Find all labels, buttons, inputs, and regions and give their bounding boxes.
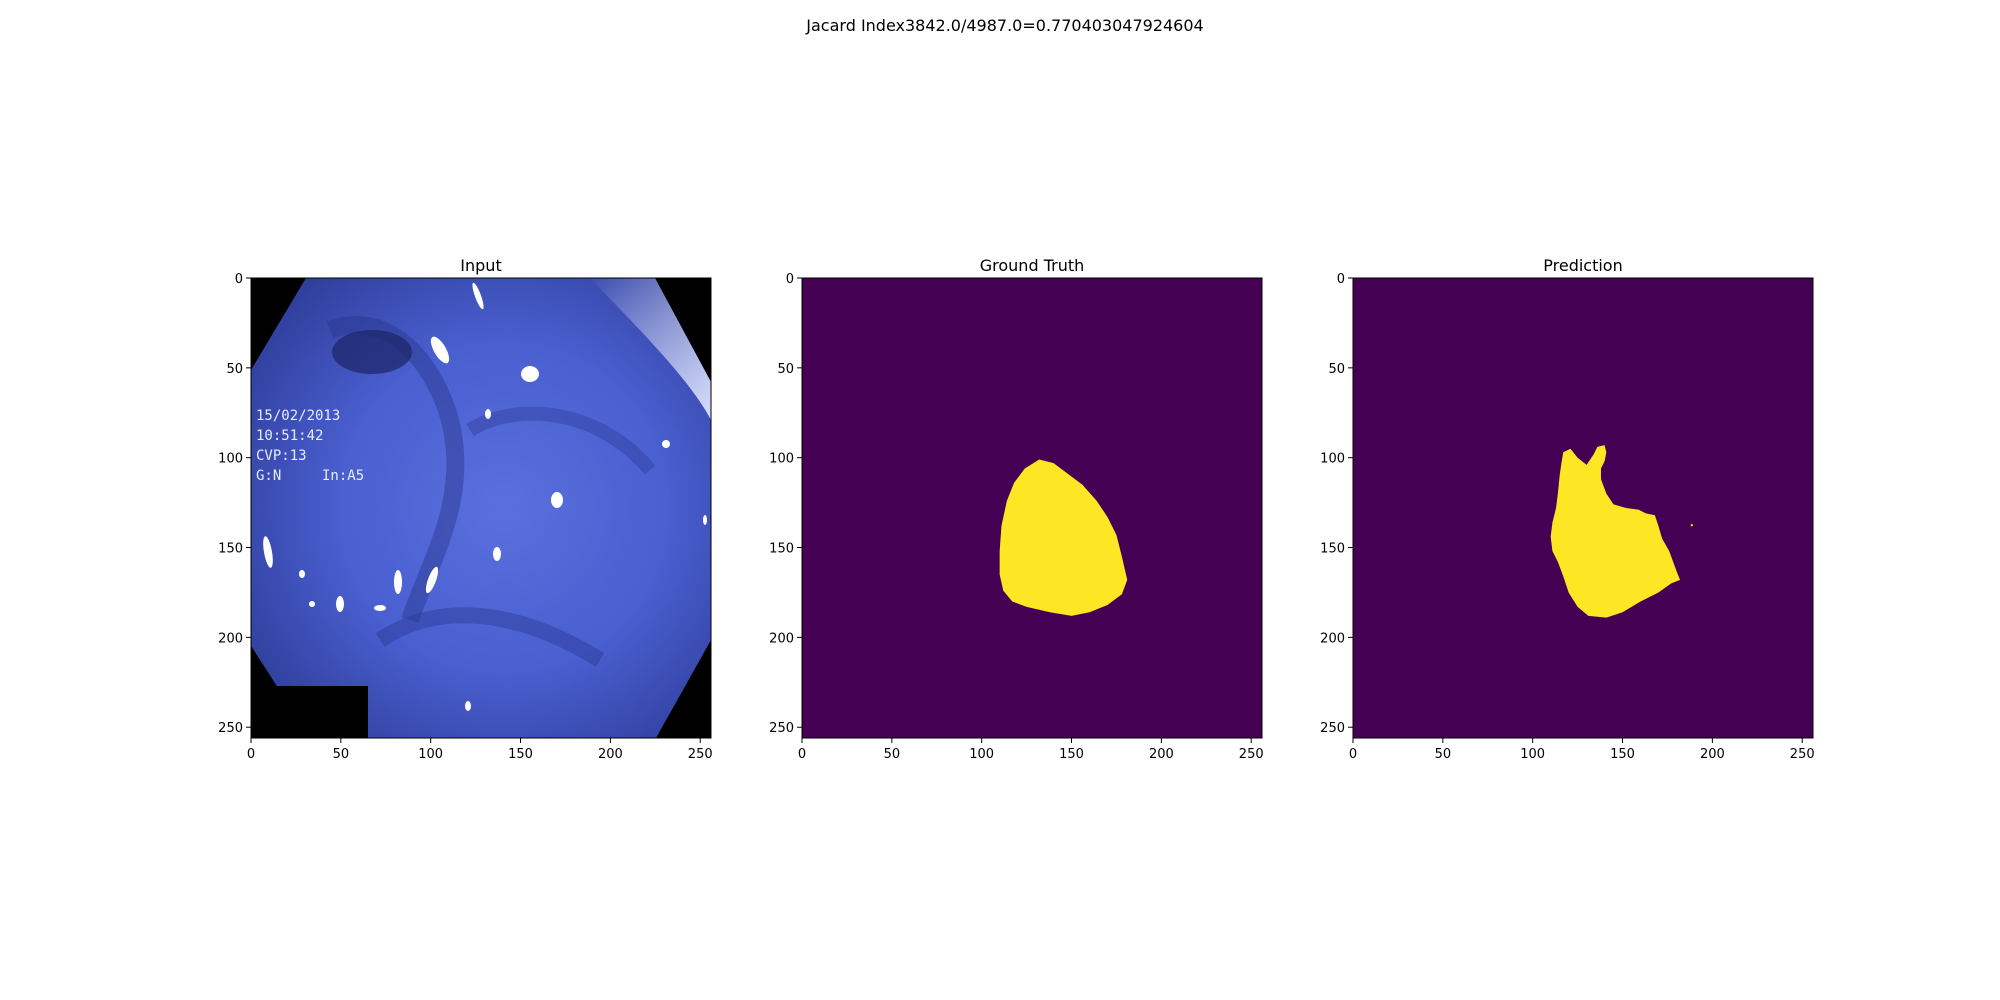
svg-text:G:N: G:N (256, 468, 281, 484)
svg-text:In:A5: In:A5 (322, 468, 364, 484)
y-tick-label: 100 (1320, 452, 1345, 467)
svg-text:CVP:13: CVP:13 (256, 448, 307, 464)
image-overlay-text: 15/02/2013 10:51:42 CVP:13 G:N In:A5 (256, 408, 364, 484)
y-tick-label: 0 (235, 272, 243, 287)
y-tick-label: 250 (1320, 721, 1345, 736)
svg-text:15/02/2013: 15/02/2013 (256, 408, 340, 424)
input-axes: Input (218, 256, 712, 762)
y-tick-label: 100 (769, 452, 794, 467)
x-tick-label: 50 (333, 747, 350, 762)
y-tick-label: 200 (769, 631, 794, 646)
x-tick-label: 200 (598, 747, 623, 762)
input-axes-frame (250, 277, 712, 739)
x-tick-label: 0 (1349, 747, 1357, 762)
y-tick-label: 50 (777, 362, 794, 377)
y-tick-label: 200 (1320, 631, 1345, 646)
mucosal-fold (466, 406, 656, 475)
ground-truth-axes: Ground Truth 0 50 100 150 200 250 0 50 100 150 200… (769, 256, 1263, 762)
input-image: 15/02/2013 10:51:42 CVP:13 G:N In:A5 (251, 278, 711, 738)
endoscopy-field (251, 278, 711, 738)
prediction-ticks: 0 50 100 150 200 250 0 50 100 150 200 250 (1320, 272, 1814, 762)
image-corner-mask (251, 646, 310, 738)
input-ticks: 0 50 100 150 200 250 0 50 100 150 200 250 (218, 272, 712, 762)
prediction-mask-specks (1690, 524, 1693, 527)
ground-truth-mask (999, 459, 1128, 616)
x-tick-label: 250 (1790, 747, 1815, 762)
x-tick-label: 100 (1520, 747, 1545, 762)
input-axes-title: Input (460, 256, 501, 275)
y-tick-label: 250 (218, 721, 243, 736)
x-tick-label: 200 (1700, 747, 1725, 762)
figure-suptitle: Jacard Index3842.0/4987.0=0.770403047924… (805, 16, 1203, 35)
y-tick-label: 50 (1328, 362, 1345, 377)
x-tick-label: 100 (969, 747, 994, 762)
y-tick-label: 0 (1337, 272, 1345, 287)
y-tick-label: 0 (786, 272, 794, 287)
x-tick-label: 50 (1435, 747, 1452, 762)
x-tick-label: 0 (247, 747, 255, 762)
prediction-mask-speck (1690, 524, 1693, 527)
ground-truth-ticks: 0 50 100 150 200 250 0 50 100 150 200 250 (769, 272, 1263, 762)
y-tick-label: 200 (218, 631, 243, 646)
y-tick-label: 150 (769, 542, 794, 557)
light-glare (590, 278, 711, 420)
x-tick-label: 100 (418, 747, 443, 762)
x-tick-label: 150 (1059, 747, 1084, 762)
y-tick-label: 250 (769, 721, 794, 736)
dark-lumen (332, 330, 412, 374)
prediction-axes-frame (1352, 277, 1814, 739)
x-tick-label: 150 (1610, 747, 1635, 762)
ground-truth-axes-title: Ground Truth (980, 256, 1085, 275)
prediction-mask (1550, 445, 1681, 618)
x-tick-label: 0 (798, 747, 806, 762)
y-tick-label: 100 (218, 452, 243, 467)
mucosal-fold (326, 316, 465, 623)
x-tick-label: 50 (884, 747, 901, 762)
ground-truth-axes-frame (801, 277, 1263, 739)
x-tick-label: 150 (508, 747, 533, 762)
prediction-axes: Prediction 0 50 100 150 200 250 0 50 100 150 200 25… (1320, 256, 1814, 762)
y-tick-label: 150 (218, 542, 243, 557)
svg-text:10:51:42: 10:51:42 (256, 428, 323, 444)
x-tick-label: 200 (1149, 747, 1174, 762)
specular-highlights (263, 282, 707, 711)
y-tick-label: 50 (226, 362, 243, 377)
prediction-axes-title: Prediction (1543, 256, 1622, 275)
x-tick-label: 250 (1239, 747, 1264, 762)
mucosal-fold (375, 607, 605, 667)
y-tick-label: 150 (1320, 542, 1345, 557)
x-tick-label: 250 (688, 747, 713, 762)
